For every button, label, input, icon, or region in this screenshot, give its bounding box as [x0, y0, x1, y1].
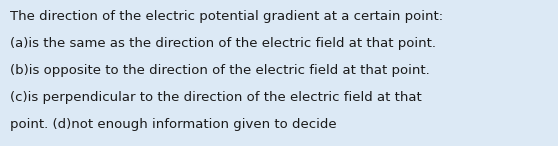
Text: (c)is perpendicular to the direction of the electric field at that: (c)is perpendicular to the direction of … — [10, 91, 422, 104]
Text: point. (d)not enough information given to decide: point. (d)not enough information given t… — [10, 118, 336, 131]
Text: The direction of the electric potential gradient at a certain point:: The direction of the electric potential … — [10, 10, 443, 23]
Text: (a)is the same as the direction of the electric field at that point.: (a)is the same as the direction of the e… — [10, 37, 436, 50]
Text: (b)is opposite to the direction of the electric field at that point.: (b)is opposite to the direction of the e… — [10, 64, 430, 77]
